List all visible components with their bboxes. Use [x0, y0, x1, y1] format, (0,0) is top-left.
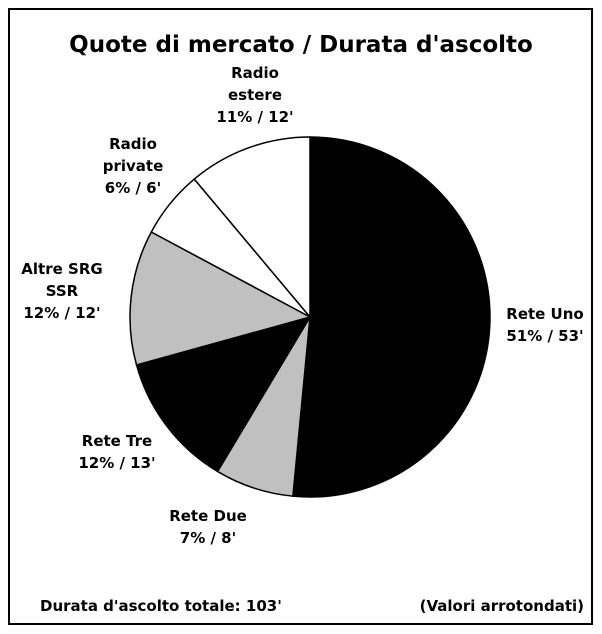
slice-category: Rete Uno [506, 305, 584, 323]
slice-label: Radio estere 11% / 12' [175, 62, 335, 128]
slice-value-label: 12% / 12' [23, 304, 101, 322]
slice-label: Radio private 6% / 6' [53, 133, 213, 199]
slice-label: Altre SRG SSR 12% / 12' [0, 258, 142, 324]
footnote: Durata d'ascolto totale: 103' [40, 597, 282, 615]
frame [8, 8, 593, 625]
pie-slice [292, 136, 491, 498]
slice-label: Rete Due 7% / 8' [128, 505, 288, 549]
slice-value-label: 11% / 12' [216, 108, 294, 126]
slice-category: Radio estere [227, 64, 283, 104]
pie-slice [129, 230, 313, 366]
pie-slice [135, 315, 312, 473]
footnote: (Valori arrotondati) [419, 597, 584, 615]
slice-category: Rete Tre [81, 432, 153, 450]
slice-value-label: 12% / 13' [78, 454, 156, 472]
slice-category: Radio private [102, 135, 164, 175]
slice-value-label: 6% / 6' [104, 179, 162, 197]
slice-category: Rete Due [169, 507, 247, 525]
slice-label: Rete Uno 51% / 53' [465, 303, 602, 347]
slice-category: Altre SRG SSR [21, 260, 103, 300]
chart-title: Quote di mercato / Durata d'ascolto [69, 32, 533, 58]
slice-label: Rete Tre 12% / 13' [37, 430, 197, 474]
slice-value-label: 7% / 8' [179, 529, 237, 547]
slice-value-label: 51% / 53' [506, 327, 584, 345]
pie-slice [193, 136, 311, 320]
